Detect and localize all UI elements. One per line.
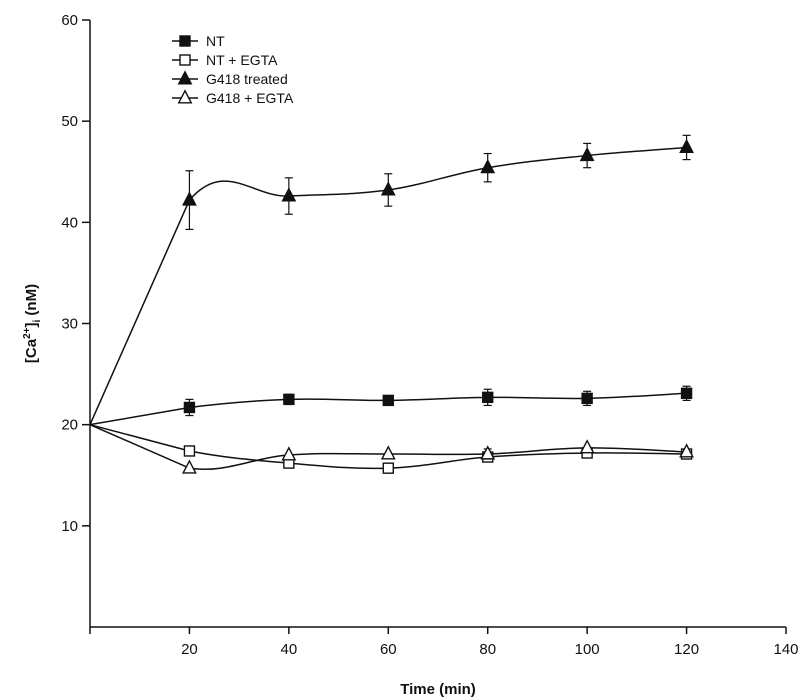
data-point xyxy=(480,158,496,174)
data-point xyxy=(679,138,694,153)
data-point xyxy=(482,391,494,404)
series-nt xyxy=(89,385,693,426)
x-tick-label: 40 xyxy=(281,641,298,658)
plot-series xyxy=(89,134,694,474)
legend: NT NT + EGTA G418 treated G418 + EGTA xyxy=(172,33,294,106)
data-point xyxy=(581,392,593,405)
x-tick-label: 80 xyxy=(479,641,496,658)
y-axis-title-subscript: i xyxy=(32,320,43,323)
data-point xyxy=(680,387,693,400)
data-point xyxy=(380,445,396,460)
data-point xyxy=(283,393,295,406)
data-point xyxy=(679,443,694,458)
y-tick-label: 10 xyxy=(61,518,78,535)
data-point xyxy=(579,439,595,454)
x-tick-label: 60 xyxy=(380,641,397,658)
y-axis-title-base: [Ca xyxy=(23,338,40,363)
data-point xyxy=(382,462,394,474)
data-point xyxy=(579,146,595,162)
data-point xyxy=(183,401,196,414)
y-axis-title-superscript: 2+ xyxy=(22,327,33,339)
y-tick-label: 40 xyxy=(61,214,78,231)
legend-label: G418 treated xyxy=(206,71,288,87)
x-axis-title: Time (min) xyxy=(400,681,476,698)
x-tick-label: 120 xyxy=(674,641,699,658)
axes: 20 40 60 80 100 120 140 10 20 30 40 50 60 xyxy=(61,12,798,658)
x-tick-label: 20 xyxy=(181,641,198,658)
series-nt-egta xyxy=(89,423,693,474)
x-tick-label: 100 xyxy=(575,641,600,658)
y-tick-label: 20 xyxy=(61,417,78,434)
data-point xyxy=(382,394,394,407)
y-axis-title-bracket: ] xyxy=(23,323,40,328)
legend-label: G418 + EGTA xyxy=(206,90,294,106)
series-g418-treated xyxy=(89,134,694,425)
legend-item: G418 treated xyxy=(172,70,288,87)
data-point xyxy=(480,445,496,460)
series-g418-egta xyxy=(89,423,694,474)
legend-marker xyxy=(179,54,191,66)
data-point xyxy=(183,445,196,457)
legend-item: NT xyxy=(172,33,225,49)
series-line xyxy=(89,392,687,426)
data-point xyxy=(182,459,197,474)
y-tick-label: 50 xyxy=(61,113,78,130)
legend-marker xyxy=(179,35,191,47)
y-tick-label: 60 xyxy=(61,12,78,29)
data-point xyxy=(380,181,396,196)
legend-marker xyxy=(177,70,193,85)
series-line xyxy=(89,423,687,470)
legend-marker xyxy=(177,89,193,104)
y-axis-title-unit: (nM) xyxy=(23,284,40,320)
legend-label: NT xyxy=(206,33,225,49)
x-tick-label: 140 xyxy=(773,641,798,658)
data-point xyxy=(182,191,197,206)
x-ticks: 20 40 60 80 100 120 140 xyxy=(181,627,799,658)
legend-item: G418 + EGTA xyxy=(172,89,294,106)
data-point xyxy=(281,446,297,461)
data-point xyxy=(281,187,297,202)
legend-item: NT + EGTA xyxy=(172,52,278,68)
y-axis-title: [Ca2+]i (nM) xyxy=(22,284,43,363)
y-ticks: 10 20 30 40 50 60 xyxy=(61,12,90,535)
y-tick-label: 30 xyxy=(61,316,78,333)
legend-label: NT + EGTA xyxy=(206,52,278,68)
